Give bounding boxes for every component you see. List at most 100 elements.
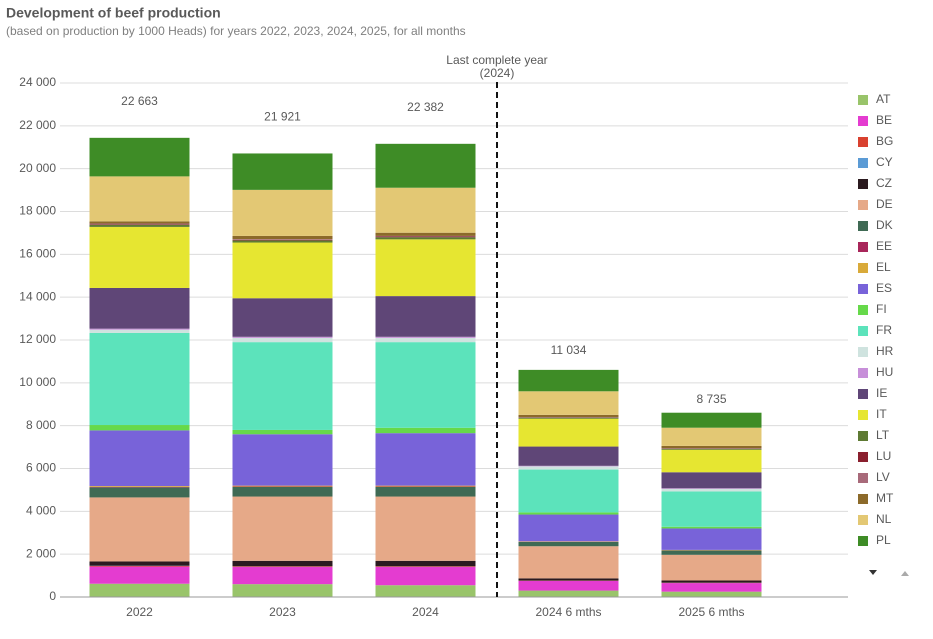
bar-segment [375, 232, 476, 236]
bar-segment [89, 486, 190, 487]
legend-label: DE [876, 197, 893, 211]
bar-segment [232, 496, 333, 561]
bar-segment [89, 430, 190, 487]
x-tick-label: 2025 6 mths [678, 605, 744, 619]
bar-segment [89, 176, 190, 222]
legend-label: FR [876, 323, 892, 337]
legend-swatch [858, 95, 868, 105]
y-tick-label: 16 000 [19, 247, 56, 261]
bar-segment [518, 469, 619, 513]
x-tick-label: 2024 6 mths [535, 605, 601, 619]
bar-segment [661, 448, 762, 450]
legend-scroll-down[interactable] [869, 570, 877, 575]
bar-segment [375, 433, 476, 486]
y-tick-label: 4 000 [26, 504, 56, 518]
bar-segment [89, 287, 190, 329]
chart-title: Development of beef production [6, 5, 221, 21]
bar-segment [518, 418, 619, 447]
bar-segment [375, 239, 476, 297]
total-label: 22 382 [407, 100, 444, 114]
bar-segment [661, 526, 762, 529]
legend-swatch [858, 494, 868, 504]
legend-label: LV [876, 470, 890, 484]
bar-segment [232, 298, 333, 337]
bar-segment [232, 566, 333, 568]
legend-swatch [858, 410, 868, 420]
bar-segment [89, 329, 190, 333]
bar-segment [375, 187, 476, 233]
legend-swatch [858, 242, 868, 252]
bar-segment [89, 561, 190, 566]
bar-segment [89, 425, 190, 431]
bar-segment [661, 412, 762, 428]
legend-swatch [858, 116, 868, 126]
x-tick-label: 2023 [269, 605, 296, 619]
legend-label: NL [876, 512, 892, 526]
x-tick-label: 2022 [126, 605, 153, 619]
legend-swatch [858, 389, 868, 399]
bar-segment [375, 336, 476, 338]
legend-label: IT [876, 407, 887, 421]
legend-label: LT [876, 428, 890, 442]
total-label: 8 735 [696, 392, 726, 406]
bar-segment [661, 583, 762, 592]
bar-segment [661, 427, 762, 446]
legend-label: EL [876, 260, 891, 274]
chart-subtitle: (based on production by 1000 Heads) for … [6, 24, 466, 38]
bar-segment [518, 514, 619, 542]
bar-segment [518, 414, 619, 417]
legend-swatch [858, 431, 868, 441]
legend-label: EE [876, 239, 892, 253]
bar-segment [375, 486, 476, 497]
bar-segment [375, 342, 476, 428]
legend-swatch [858, 179, 868, 189]
legend-scroll-up[interactable] [901, 571, 909, 576]
bar-segment [375, 485, 476, 487]
legend-label: HR [876, 344, 894, 358]
bar-segment [232, 342, 333, 430]
bar-segment [375, 496, 476, 561]
bar-segment [232, 485, 333, 487]
legend-swatch [858, 305, 868, 315]
bar-segment [89, 497, 190, 562]
legend-swatch [858, 200, 868, 210]
bar-segment [518, 446, 619, 466]
y-tick-label: 20 000 [19, 161, 56, 175]
bar-segment [661, 488, 762, 492]
legend-label: CZ [876, 176, 892, 190]
bar-segment [375, 236, 476, 238]
bar-segment [518, 512, 619, 515]
bar-segment [232, 560, 333, 567]
bar-segment [232, 567, 333, 585]
bar-segment [89, 224, 190, 227]
bar-segment [89, 221, 190, 224]
legend-label: ES [876, 281, 892, 295]
bar-segment [518, 580, 619, 591]
bar-segment [375, 296, 476, 337]
total-label: 22 663 [121, 94, 158, 108]
bar-segment [375, 585, 476, 597]
bar-segment [89, 583, 190, 597]
bar-segment [518, 546, 619, 579]
y-tick-label: 12 000 [19, 332, 56, 346]
bar-segment [518, 391, 619, 415]
x-tick-label: 2024 [412, 605, 439, 619]
legend-swatch [858, 284, 868, 294]
bar-segment [661, 554, 762, 581]
bar-segment [661, 528, 762, 550]
bar-segment [89, 137, 190, 177]
bar-segment [89, 224, 190, 225]
annotation: Last complete year [446, 53, 547, 67]
bar-segment [661, 580, 762, 583]
bar-segment [232, 584, 333, 597]
bar-segment [232, 239, 333, 241]
total-label: 11 034 [551, 343, 587, 357]
bar-segment [518, 541, 619, 547]
bar-segment [89, 332, 190, 426]
bar-segment [518, 369, 619, 392]
bar-segment [518, 590, 619, 597]
legend-swatch [858, 263, 868, 273]
y-tick-label: 14 000 [19, 289, 56, 303]
bar-segment [661, 449, 762, 473]
bar-segment [661, 488, 762, 489]
